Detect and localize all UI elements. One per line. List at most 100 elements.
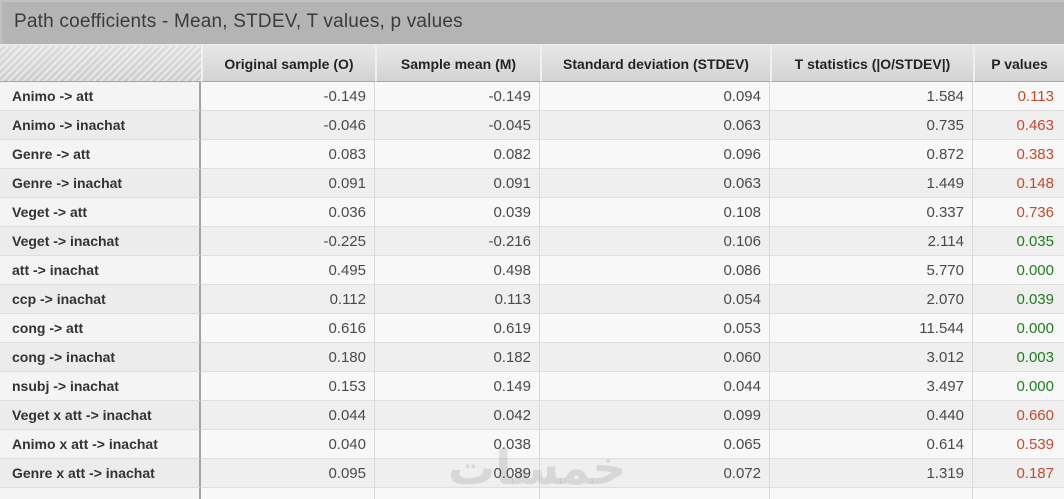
cell-stdev: 0.044 [540,372,770,401]
cell-sample-mean: 0.182 [375,343,540,372]
table-row[interactable]: Animo -> att -0.149 -0.149 0.094 1.584 0… [0,82,1064,111]
table-row[interactable]: Veget x att -> inachat 0.044 0.042 0.099… [0,401,1064,430]
cell-stdev: 0.060 [540,343,770,372]
cell-path-label: ccp -> inachat [0,285,201,314]
cell-p-value [973,488,1064,499]
table-row[interactable]: cong -> inachat 0.180 0.182 0.060 3.012 … [0,343,1064,372]
cell-p-value: 0.187 [973,459,1064,488]
cell-path-label: nsubj -> inachat [0,372,201,401]
cell-p-value: 0.000 [973,372,1064,401]
cell-original-sample: 0.044 [201,401,375,430]
table-row[interactable]: Animo -> inachat -0.046 -0.045 0.063 0.7… [0,111,1064,140]
cell-stdev: 0.094 [540,82,770,111]
cell-sample-mean: 0.113 [375,285,540,314]
cell-original-sample: -0.225 [201,227,375,256]
cell-sample-mean: 0.498 [375,256,540,285]
cell-path-label: Genre -> inachat [0,169,201,198]
cell-t-statistic: 0.614 [770,430,973,459]
table-row[interactable]: nsubj -> inachat 0.153 0.149 0.044 3.497… [0,372,1064,401]
cell-original-sample: 0.095 [201,459,375,488]
cell-original-sample: 0.153 [201,372,375,401]
cell-stdev: 0.086 [540,256,770,285]
column-header-stdev[interactable]: Standard deviation (STDEV) [540,44,770,82]
cell-sample-mean: 0.082 [375,140,540,169]
cell-t-statistic: 2.070 [770,285,973,314]
table-row[interactable]: Veget -> att 0.036 0.039 0.108 0.337 0.7… [0,198,1064,227]
cell-original-sample: -0.046 [201,111,375,140]
cell-t-statistic: 0.440 [770,401,973,430]
cell-original-sample: -0.149 [201,82,375,111]
table-body: Animo -> att -0.149 -0.149 0.094 1.584 0… [0,82,1064,499]
page-title: Path coefficients - Mean, STDEV, T value… [14,11,463,32]
path-coefficients-table: Original sample (O) Sample mean (M) Stan… [0,44,1064,499]
cell-path-label: cong -> att [0,314,201,343]
cell-t-statistic: 1.449 [770,169,973,198]
table-header-row: Original sample (O) Sample mean (M) Stan… [0,44,1064,82]
table-row[interactable]: Animo x att -> inachat 0.040 0.038 0.065… [0,430,1064,459]
cell-sample-mean [375,488,540,499]
table-row[interactable]: att -> inachat 0.495 0.498 0.086 5.770 0… [0,256,1064,285]
cell-sample-mean: 0.149 [375,372,540,401]
table-row[interactable]: cong -> att 0.616 0.619 0.053 11.544 0.0… [0,314,1064,343]
cell-sample-mean: 0.089 [375,459,540,488]
table-row[interactable]: Veget -> inachat -0.225 -0.216 0.106 2.1… [0,227,1064,256]
column-header-original-sample[interactable]: Original sample (O) [201,44,375,82]
cell-t-statistic: 0.735 [770,111,973,140]
cell-sample-mean: 0.038 [375,430,540,459]
cell-stdev: 0.063 [540,169,770,198]
cell-p-value: 0.003 [973,343,1064,372]
cell-original-sample: 0.616 [201,314,375,343]
cell-path-label: Genre x att -> inachat [0,459,201,488]
table-row-empty[interactable] [0,488,1064,499]
cell-p-value: 0.039 [973,285,1064,314]
cell-p-value: 0.660 [973,401,1064,430]
cell-path-label: Genre -> att [0,140,201,169]
cell-p-value: 0.463 [973,111,1064,140]
cell-stdev: 0.053 [540,314,770,343]
cell-stdev: 0.072 [540,459,770,488]
cell-p-value: 0.736 [973,198,1064,227]
cell-sample-mean: -0.045 [375,111,540,140]
table-row[interactable]: Genre -> att 0.083 0.082 0.096 0.872 0.3… [0,140,1064,169]
cell-path-label: att -> inachat [0,256,201,285]
table-row[interactable]: ccp -> inachat 0.112 0.113 0.054 2.070 0… [0,285,1064,314]
cell-original-sample: 0.036 [201,198,375,227]
cell-path-label: Veget -> att [0,198,201,227]
cell-p-value: 0.539 [973,430,1064,459]
cell-stdev: 0.099 [540,401,770,430]
cell-stdev: 0.054 [540,285,770,314]
cell-stdev: 0.096 [540,140,770,169]
cell-original-sample: 0.112 [201,285,375,314]
cell-sample-mean: 0.039 [375,198,540,227]
cell-stdev: 0.065 [540,430,770,459]
column-header-empty [0,44,201,82]
cell-stdev: 0.108 [540,198,770,227]
table-row[interactable]: Genre -> inachat 0.091 0.091 0.063 1.449… [0,169,1064,198]
cell-path-label: Animo -> att [0,82,201,111]
results-title-bar: Path coefficients - Mean, STDEV, T value… [0,0,1064,44]
cell-t-statistic: 3.497 [770,372,973,401]
column-header-p-values[interactable]: P values [973,44,1064,82]
cell-p-value: 0.148 [973,169,1064,198]
cell-original-sample: 0.083 [201,140,375,169]
column-header-t-statistics[interactable]: T statistics (|O/STDEV|) [770,44,973,82]
cell-stdev: 0.063 [540,111,770,140]
cell-path-label: Veget x att -> inachat [0,401,201,430]
cell-t-statistic: 1.584 [770,82,973,111]
cell-sample-mean: 0.091 [375,169,540,198]
cell-p-value: 0.035 [973,227,1064,256]
cell-original-sample: 0.180 [201,343,375,372]
cell-path-label: cong -> inachat [0,343,201,372]
cell-original-sample: 0.091 [201,169,375,198]
cell-path-label [0,488,201,499]
column-header-sample-mean[interactable]: Sample mean (M) [375,44,540,82]
table-row[interactable]: Genre x att -> inachat 0.095 0.089 0.072… [0,459,1064,488]
cell-t-statistic [770,488,973,499]
cell-p-value: 0.000 [973,314,1064,343]
cell-t-statistic: 2.114 [770,227,973,256]
cell-stdev [540,488,770,499]
cell-p-value: 0.383 [973,140,1064,169]
cell-sample-mean: 0.042 [375,401,540,430]
cell-path-label: Animo x att -> inachat [0,430,201,459]
